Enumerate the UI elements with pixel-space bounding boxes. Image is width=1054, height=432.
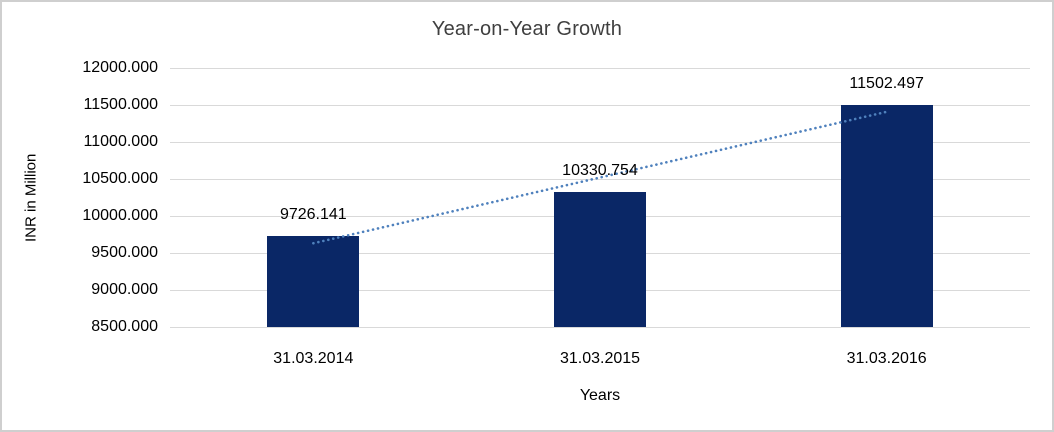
x-tick-label: 31.03.2016 bbox=[846, 350, 927, 367]
bar bbox=[554, 191, 646, 327]
y-tick-label: 12000.000 bbox=[82, 59, 158, 76]
gridline bbox=[170, 105, 1030, 106]
gridline bbox=[170, 68, 1030, 69]
bar bbox=[267, 236, 360, 327]
x-tick-label: 31.03.2015 bbox=[559, 350, 641, 367]
y-tick-label: 8500.000 bbox=[91, 318, 158, 335]
bar-data-label: 10330.754 bbox=[562, 161, 638, 179]
y-tick-label: 9500.000 bbox=[91, 244, 158, 261]
chart-title: Year-on-Year Growth bbox=[431, 18, 623, 40]
y-tick-label: 11000.000 bbox=[83, 133, 158, 150]
y-tick-label: 10000.000 bbox=[82, 207, 158, 224]
bar-data-label: 11502.497 bbox=[849, 74, 924, 92]
y-axis-title: INR in Million bbox=[22, 153, 40, 242]
gridline bbox=[170, 327, 1030, 328]
x-tick-label: 31.03.2014 bbox=[273, 350, 354, 367]
y-tick-label: 10500.000 bbox=[82, 170, 158, 187]
x-axis-title: Years bbox=[579, 387, 621, 404]
y-tick-label: 11500.000 bbox=[83, 96, 158, 113]
y-tick-label: 9000.000 bbox=[91, 281, 158, 298]
plot-area: 9726.141 10330.754 11502.497 bbox=[170, 68, 1030, 328]
bar bbox=[840, 104, 933, 327]
bar-data-label: 9726.141 bbox=[279, 206, 347, 224]
